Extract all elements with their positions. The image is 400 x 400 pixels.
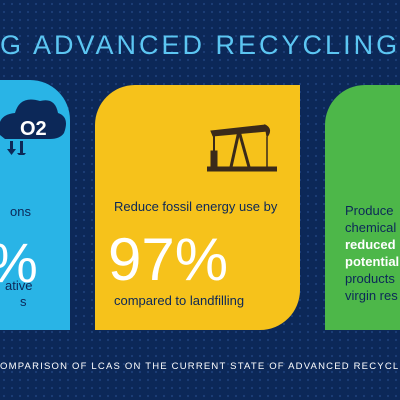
card-text: Reduce fossil energy use by [114, 199, 278, 214]
card-emissions: O2 ons % ative s [0, 80, 70, 330]
card-text-bold: potential [345, 254, 400, 269]
icon-text: O2 [20, 118, 47, 140]
card-text: ons [10, 204, 31, 219]
cloud-icon [0, 99, 66, 155]
card-text-bold: reduced [345, 237, 396, 252]
card-text: chemical [345, 220, 397, 235]
footer: OMPARISON OF LCAS ON THE CURRENT STATE O… [0, 361, 400, 372]
title: G ADVANCED RECYCLING [0, 30, 400, 60]
card-stat: 97% [108, 226, 229, 293]
card-text: Produce [345, 203, 394, 218]
card-text: s [20, 294, 27, 309]
card-text: compared to landfilling [114, 293, 245, 308]
card-chemicals: Produce chemical reduced potential produ… [325, 85, 400, 330]
card-energy: Reduce fossil energy use by 97% compared… [95, 85, 300, 330]
card-text: ative [5, 278, 33, 293]
card-stat: % [0, 230, 38, 295]
card-text: virgin res [345, 288, 398, 303]
pumpjack-icon [207, 124, 277, 172]
card-text: products [345, 271, 395, 286]
